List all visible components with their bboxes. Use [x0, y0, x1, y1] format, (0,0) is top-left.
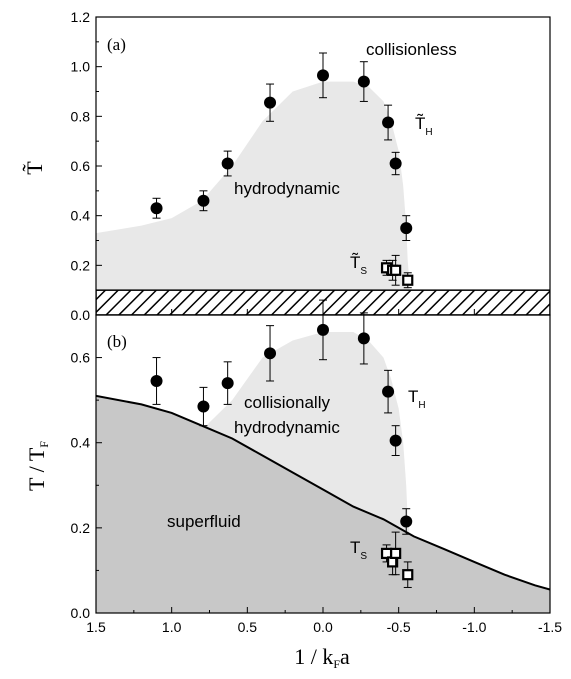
panel-a: 0.00.20.40.60.81.01.2 (a) collisionless …: [22, 9, 551, 323]
a-data-point-th: [400, 222, 413, 235]
xtick-label: 0.0: [313, 619, 333, 635]
a-data-point-th: [264, 96, 277, 109]
region-collisionless-label: collisionless: [366, 40, 457, 59]
xtick-label: -0.5: [387, 619, 411, 635]
b-ytick-label: 0.2: [71, 520, 91, 536]
a-ytick-label: 0.2: [71, 257, 91, 273]
b-data-point-th: [150, 374, 163, 387]
b-data-point-th: [197, 400, 210, 413]
b-data-point-th: [400, 515, 413, 528]
a-ytick-label: 1.0: [71, 59, 91, 75]
b-data-point-th: [389, 434, 402, 447]
hydrodynamic-region: [96, 81, 410, 291]
b-data-point-th: [264, 347, 277, 360]
a-data-point-th: [389, 157, 402, 170]
a-ytick-label: 0.6: [71, 158, 91, 174]
superfluid-region: [96, 395, 550, 613]
a-data-point-th: [357, 75, 370, 88]
x-axis-label: 1 / kFa: [294, 644, 350, 671]
a-data-point-ts: [390, 264, 402, 276]
panel-a-label: (a): [107, 35, 126, 54]
a-data-point-th: [150, 202, 163, 215]
region-superfluid-label: superfluid: [167, 512, 241, 531]
series-th-label: TH: [408, 387, 426, 411]
xtick-label: 0.5: [238, 619, 258, 635]
region-collisional-label-line2: hydrodynamic: [234, 418, 340, 437]
a-ytick-label: 0.0: [71, 307, 91, 323]
a-ytick-label: 0.4: [71, 208, 91, 224]
b-data-point-ts: [390, 547, 402, 560]
region-collisional-label-line1: collisionally: [244, 393, 330, 412]
xtick-label: 1.0: [162, 619, 182, 635]
b-data-point-th: [221, 377, 234, 390]
xtick-label: -1.0: [462, 619, 486, 635]
collisional-region: [201, 332, 410, 534]
b-ytick-label: 0.4: [71, 435, 91, 451]
y-axis-label-b: T / TF: [24, 441, 51, 491]
panel-b-label: (b): [107, 332, 127, 351]
a-data-point-th: [221, 157, 234, 170]
b-ytick-label: 0.0: [71, 605, 91, 621]
superfluid-boundary-curve: [96, 394, 550, 591]
b-data-point-th: [317, 323, 329, 336]
panel-b: 0.0 0.2 0.4 0.6 1.5 1.0 0.5 0.0 -0.5 -1.0 -1.5 (b)…: [24, 299, 562, 671]
b-data-point-th: [357, 332, 370, 345]
xtick-label: -1.5: [538, 619, 562, 635]
a-data-point-th: [317, 69, 329, 82]
series-th-tilde-label: T̃H: [415, 113, 433, 138]
xtick-label: 1.5: [86, 619, 106, 635]
y-axis-label-a: T̃: [22, 161, 47, 175]
b-data-point-th: [382, 385, 395, 398]
region-hydrodynamic-label: hydrodynamic: [234, 179, 340, 198]
a-data-point-ts: [402, 274, 414, 286]
a-data-point-th: [382, 116, 395, 129]
a-ytick-label: 1.2: [71, 9, 91, 25]
a-data-point-th: [197, 194, 210, 207]
b-data-point-ts: [402, 569, 414, 581]
a-ytick-label: 0.8: [71, 108, 91, 124]
b-ytick-label: 0.6: [71, 350, 91, 366]
